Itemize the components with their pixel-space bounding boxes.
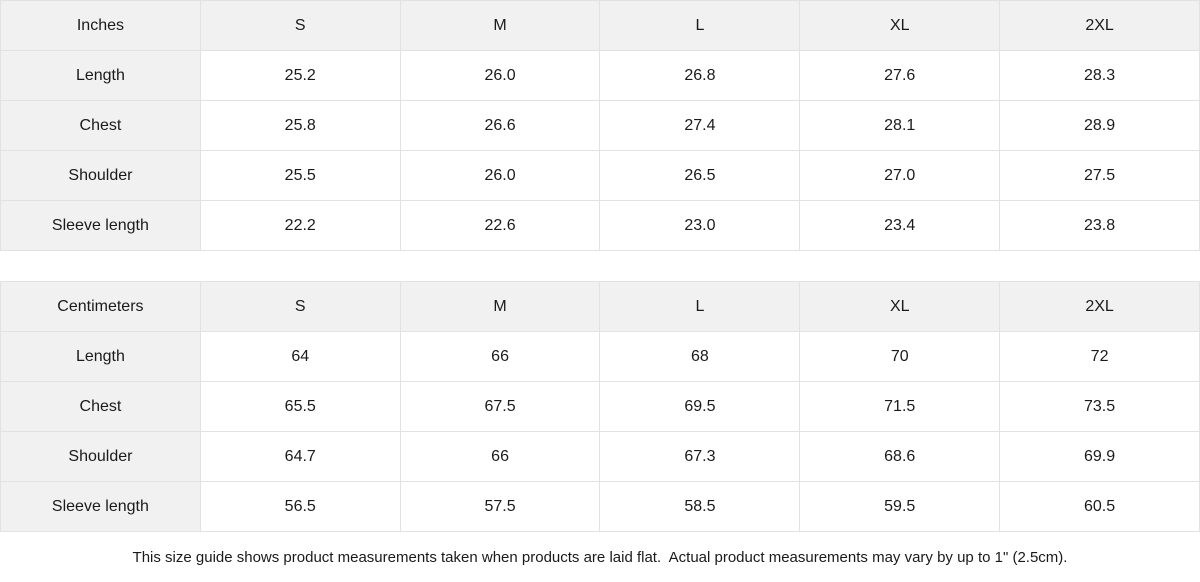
size-column-header-2xl: 2XL <box>999 281 1200 332</box>
value-cell: 68 <box>599 331 801 382</box>
value-cell: 28.3 <box>999 50 1200 101</box>
inches-header-row: Inches S M L XL 2XL <box>0 0 1200 51</box>
table-spacer <box>0 251 1200 281</box>
centimeters-header-row: Centimeters S M L XL 2XL <box>0 281 1200 332</box>
size-column-header-m: M <box>399 281 601 332</box>
table-row-chest: Chest 25.8 26.6 27.4 28.1 28.9 <box>0 100 1200 151</box>
size-column-header-xl: XL <box>799 281 1001 332</box>
table-row-shoulder: Shoulder 64.7 66 67.3 68.6 69.9 <box>0 431 1200 482</box>
centimeters-size-table: Centimeters S M L XL 2XL Length 64 66 68… <box>0 281 1200 532</box>
value-cell: 64.7 <box>199 431 401 482</box>
value-cell: 27.6 <box>799 50 1001 101</box>
value-cell: 70 <box>799 331 1001 382</box>
value-cell: 71.5 <box>799 381 1001 432</box>
row-label: Shoulder <box>0 150 201 201</box>
value-cell: 73.5 <box>999 381 1200 432</box>
value-cell: 23.8 <box>999 200 1200 251</box>
row-label: Length <box>0 331 201 382</box>
value-cell: 26.6 <box>399 100 601 151</box>
value-cell: 26.0 <box>399 150 601 201</box>
unit-header-centimeters: Centimeters <box>0 281 201 332</box>
value-cell: 58.5 <box>599 481 801 532</box>
value-cell: 22.2 <box>199 200 401 251</box>
value-cell: 22.6 <box>399 200 601 251</box>
value-cell: 28.1 <box>799 100 1001 151</box>
value-cell: 64 <box>199 331 401 382</box>
row-label: Length <box>0 50 201 101</box>
size-column-header-s: S <box>199 0 401 51</box>
row-label: Shoulder <box>0 431 201 482</box>
value-cell: 59.5 <box>799 481 1001 532</box>
value-cell: 27.0 <box>799 150 1001 201</box>
value-cell: 23.0 <box>599 200 801 251</box>
table-row-sleeve-length: Sleeve length 56.5 57.5 58.5 59.5 60.5 <box>0 481 1200 532</box>
value-cell: 25.5 <box>199 150 401 201</box>
size-column-header-2xl: 2XL <box>999 0 1200 51</box>
value-cell: 27.5 <box>999 150 1200 201</box>
row-label: Sleeve length <box>0 481 201 532</box>
unit-header-inches: Inches <box>0 0 201 51</box>
size-column-header-l: L <box>599 281 801 332</box>
value-cell: 60.5 <box>999 481 1200 532</box>
table-row-chest: Chest 65.5 67.5 69.5 71.5 73.5 <box>0 381 1200 432</box>
inches-size-table: Inches S M L XL 2XL Length 25.2 26.0 26.… <box>0 0 1200 251</box>
value-cell: 56.5 <box>199 481 401 532</box>
value-cell: 66 <box>399 331 601 382</box>
value-cell: 26.8 <box>599 50 801 101</box>
value-cell: 69.9 <box>999 431 1200 482</box>
table-row-sleeve-length: Sleeve length 22.2 22.6 23.0 23.4 23.8 <box>0 200 1200 251</box>
value-cell: 25.8 <box>199 100 401 151</box>
value-cell: 25.2 <box>199 50 401 101</box>
value-cell: 66 <box>399 431 601 482</box>
value-cell: 67.5 <box>399 381 601 432</box>
value-cell: 27.4 <box>599 100 801 151</box>
value-cell: 67.3 <box>599 431 801 482</box>
value-cell: 26.0 <box>399 50 601 101</box>
value-cell: 23.4 <box>799 200 1001 251</box>
value-cell: 65.5 <box>199 381 401 432</box>
row-label: Sleeve length <box>0 200 201 251</box>
value-cell: 68.6 <box>799 431 1001 482</box>
row-label: Chest <box>0 381 201 432</box>
size-column-header-m: M <box>399 0 601 51</box>
value-cell: 69.5 <box>599 381 801 432</box>
value-cell: 28.9 <box>999 100 1200 151</box>
value-cell: 72 <box>999 331 1200 382</box>
size-column-header-xl: XL <box>799 0 1001 51</box>
row-label: Chest <box>0 100 201 151</box>
size-guide-disclaimer: This size guide shows product measuremen… <box>0 532 1200 582</box>
value-cell: 26.5 <box>599 150 801 201</box>
value-cell: 57.5 <box>399 481 601 532</box>
table-row-shoulder: Shoulder 25.5 26.0 26.5 27.0 27.5 <box>0 150 1200 201</box>
size-column-header-l: L <box>599 0 801 51</box>
size-column-header-s: S <box>199 281 401 332</box>
table-row-length: Length 25.2 26.0 26.8 27.6 28.3 <box>0 50 1200 101</box>
table-row-length: Length 64 66 68 70 72 <box>0 331 1200 382</box>
